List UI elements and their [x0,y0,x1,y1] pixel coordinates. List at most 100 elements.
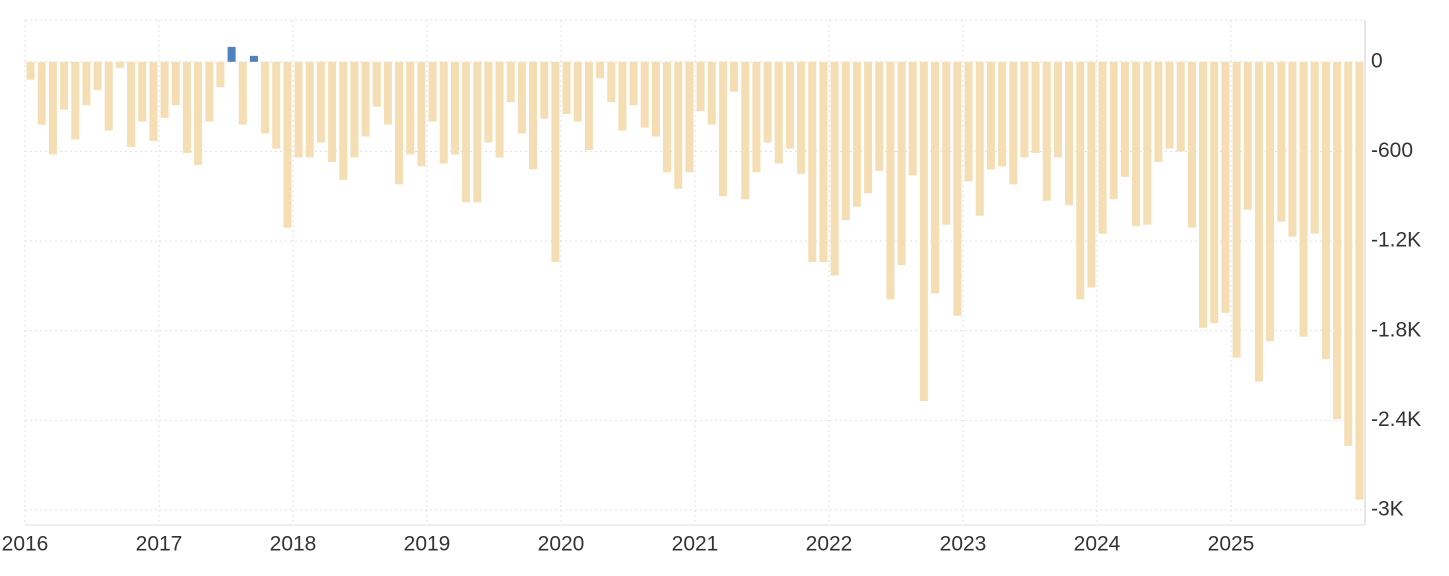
bar [484,61,493,143]
bar [1187,61,1196,228]
bar [439,61,448,164]
bar [1098,61,1107,234]
y-tick-label: -600 [1371,139,1413,162]
bar [450,61,459,155]
bar [986,61,995,170]
bar [1076,61,1085,300]
x-tick-label: 2019 [404,533,451,556]
bar [852,61,861,207]
bar [953,61,962,316]
bar [48,61,57,155]
bar [216,61,225,88]
x-tick-label: 2021 [672,533,719,556]
bar [194,61,203,165]
bar [462,61,471,203]
bar [629,61,638,106]
bar [1087,61,1096,288]
bar [283,61,292,228]
bar [1109,61,1118,200]
bar [473,61,482,203]
bar [60,61,69,110]
bar [149,61,158,142]
y-tick-label: -1.2K [1371,229,1421,252]
bar [640,61,649,128]
bar [517,61,526,134]
bar [663,61,672,173]
bar [596,61,605,79]
bar [160,61,169,118]
bar [830,61,839,276]
bar [261,61,270,134]
x-tick-label: 2018 [270,533,317,556]
bar [406,61,415,155]
bar [1154,61,1163,162]
bar [395,61,404,185]
bar [1053,61,1062,158]
bar [82,61,91,106]
bar [1042,61,1051,201]
bar [305,61,314,158]
bar [182,61,191,153]
bar [674,61,683,189]
bar [328,61,337,162]
bar [529,61,538,170]
bar [1355,61,1364,500]
bar [495,61,504,158]
bar [104,61,113,131]
bar [964,61,973,182]
bar [1165,61,1174,149]
y-tick-label: -3K [1371,498,1404,521]
x-tick-label: 2017 [136,533,183,556]
y-tick-label: -2.4K [1371,408,1421,431]
bar [540,61,549,119]
bar [1344,61,1353,446]
bar [696,61,705,112]
bar [741,61,750,200]
bar [272,61,281,149]
x-tick-label: 2022 [806,533,853,556]
bar [607,61,616,103]
bar [841,61,850,221]
bar [931,61,940,294]
bar [127,61,136,147]
bar [417,61,426,167]
bar [1310,61,1319,234]
bar [339,61,348,180]
bar [864,61,873,194]
bar [975,61,984,216]
bar [584,61,593,150]
bar [685,61,694,173]
bar [942,61,951,225]
bar [26,61,35,80]
bar [1288,61,1297,237]
bar [919,61,928,401]
bar [138,61,147,122]
bar [316,61,325,143]
bar [897,61,906,266]
bar [361,61,370,137]
bar [774,61,783,164]
bar [752,61,761,173]
bar [908,61,917,176]
bar [618,61,627,131]
bar [730,61,739,92]
bar [1243,61,1252,210]
bar [115,61,124,68]
bar [1020,61,1029,158]
bar [875,61,884,171]
x-tick-label: 2023 [940,533,987,556]
bar [1266,61,1275,342]
bar [171,61,180,106]
bar [205,61,214,122]
bar [718,61,727,197]
bar [1143,61,1152,225]
bar [707,61,716,125]
bar [37,61,46,125]
bar [294,61,303,158]
bar [1120,61,1129,177]
bar [1009,61,1018,185]
bar [819,61,828,263]
bar [1132,61,1141,227]
